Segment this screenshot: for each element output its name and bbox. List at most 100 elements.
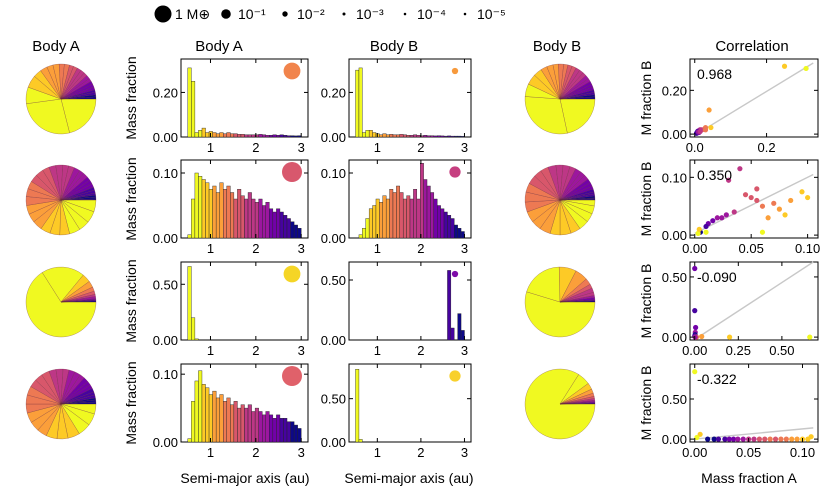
body-mass-marker <box>282 162 302 182</box>
scatter-point <box>807 334 813 340</box>
histogram-bar <box>198 370 203 443</box>
title-hist-b: Body B <box>370 38 418 55</box>
scatter-point <box>730 436 737 442</box>
title-hist-a: Body A <box>195 38 243 55</box>
histogram-bar <box>237 134 242 138</box>
pie-slice <box>60 98 97 134</box>
axes-frame <box>689 159 819 239</box>
histogram-bar <box>365 218 370 239</box>
scatter-point <box>756 436 762 442</box>
scatter-point <box>723 212 729 218</box>
histogram-bar <box>201 384 206 443</box>
histogram-bar <box>290 421 295 443</box>
correlation-scatter: 0.00 0.05 0.10 0.00 0.50 -0.322 M fraction B <box>638 363 819 460</box>
histogram-bar <box>368 130 373 138</box>
legend-label: 10⁻¹ <box>238 6 266 22</box>
y-tick-label: 0.00 <box>153 130 178 145</box>
scatter-point <box>782 212 788 218</box>
histogram-bar <box>208 189 213 239</box>
scatter-point <box>702 127 709 133</box>
histogram-bar <box>233 198 238 239</box>
scatter-point <box>692 265 698 272</box>
histogram-bar <box>212 390 217 443</box>
histogram-bar <box>399 192 404 239</box>
histogram-bar <box>437 205 441 239</box>
histogram-body-b: 1 2 3 0.00 0.10 <box>321 159 472 256</box>
pie-slice <box>559 198 596 201</box>
histogram-bar <box>240 134 245 138</box>
histogram-bar <box>244 198 249 239</box>
histogram-bar <box>365 130 370 138</box>
histogram-bar <box>244 134 249 138</box>
histogram-bar <box>230 133 235 138</box>
legend-marker <box>463 12 467 16</box>
scatter-point <box>726 436 732 442</box>
histogram-bar <box>385 134 390 138</box>
histogram-bar <box>279 134 284 138</box>
scatter-point <box>767 436 773 442</box>
histogram-bar <box>372 132 377 138</box>
regression-line <box>694 62 814 136</box>
histogram-bar <box>392 192 397 239</box>
histogram-body-a: 1 2 3 0.00 0.20 Mass fraction <box>123 56 309 155</box>
legend-marker <box>221 9 231 19</box>
histogram-body-a: 1 2 3 0.00 0.50 Mass fraction <box>123 259 309 358</box>
histogram-bar <box>450 218 455 239</box>
scatter-point <box>771 200 777 206</box>
title-pie-b: Body B <box>533 38 581 55</box>
histogram-body-b: 1 2 3 0.00 0.20 <box>321 58 472 155</box>
histogram-bar <box>283 215 288 239</box>
x-tick-label: 3 <box>461 241 468 256</box>
histogram-bar <box>283 418 288 443</box>
histogram-bar <box>443 211 448 239</box>
histogram-bar <box>297 228 302 239</box>
histogram-bar <box>447 135 452 138</box>
correlation-coefficient: 0.968 <box>697 66 732 82</box>
x-tick-label: 0.2 <box>758 140 776 155</box>
histogram-bar <box>454 135 458 138</box>
scatter-point <box>731 209 737 215</box>
histogram-bar <box>226 185 231 239</box>
scatter-point <box>765 215 771 221</box>
histogram-bar <box>194 380 199 443</box>
histogram-bar <box>276 414 281 443</box>
scatter-point <box>708 124 714 131</box>
histogram-bar <box>226 397 231 443</box>
scatter-point <box>714 215 720 221</box>
body-mass-marker <box>451 270 459 278</box>
y-tick-label: 0.50 <box>321 273 346 288</box>
histogram-bar <box>440 135 445 138</box>
y-tick-label: 0.00 <box>321 231 346 246</box>
y-tick-label: 0.50 <box>153 277 178 292</box>
legend-marker <box>282 11 288 17</box>
histogram-bar <box>215 397 220 443</box>
histogram-bar <box>447 270 452 341</box>
title-pie-a: Body A <box>32 38 80 55</box>
scatter-point <box>803 65 809 72</box>
pie-slice <box>60 198 97 201</box>
legend-marker <box>403 12 407 16</box>
histogram-bar <box>187 438 192 443</box>
scatter-point <box>740 436 746 442</box>
x-tick-label: 1 <box>374 140 381 155</box>
histogram-bar <box>223 401 227 443</box>
x-tick-label: 2 <box>252 445 259 460</box>
histogram-bar <box>402 134 407 138</box>
corr-ylabel: M fraction B <box>638 366 654 441</box>
x-tick-label: 1 <box>207 343 214 358</box>
histogram-body-b: 1 2 3 0.00 0.50 <box>321 261 472 358</box>
x-tick-label: 1 <box>374 241 381 256</box>
histogram-bar <box>215 133 220 138</box>
histogram-bar <box>201 127 206 138</box>
histogram-bar <box>265 135 270 138</box>
histogram-bar <box>430 192 435 239</box>
x-tick-label: 1 <box>207 140 214 155</box>
histogram-bar <box>355 69 360 138</box>
x-tick-label: 0.25 <box>726 343 751 358</box>
histogram-bar <box>437 135 441 138</box>
histogram-bar <box>262 134 266 138</box>
y-tick-label: 0.00 <box>662 330 687 345</box>
legend-label: 1 M⊕ <box>175 6 210 22</box>
x-tick-label: 1 <box>374 343 381 358</box>
